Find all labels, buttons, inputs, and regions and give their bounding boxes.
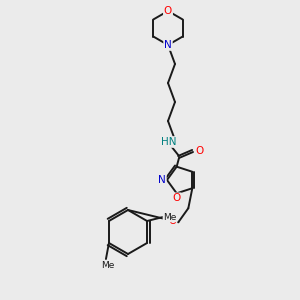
Text: Me: Me — [101, 262, 115, 271]
Text: N: N — [164, 40, 172, 50]
Text: Me: Me — [164, 212, 177, 221]
Text: O: O — [172, 193, 181, 203]
Text: O: O — [195, 146, 203, 156]
Text: HN: HN — [161, 137, 177, 147]
Text: O: O — [168, 216, 176, 226]
Text: O: O — [164, 6, 172, 16]
Text: N: N — [158, 175, 166, 185]
